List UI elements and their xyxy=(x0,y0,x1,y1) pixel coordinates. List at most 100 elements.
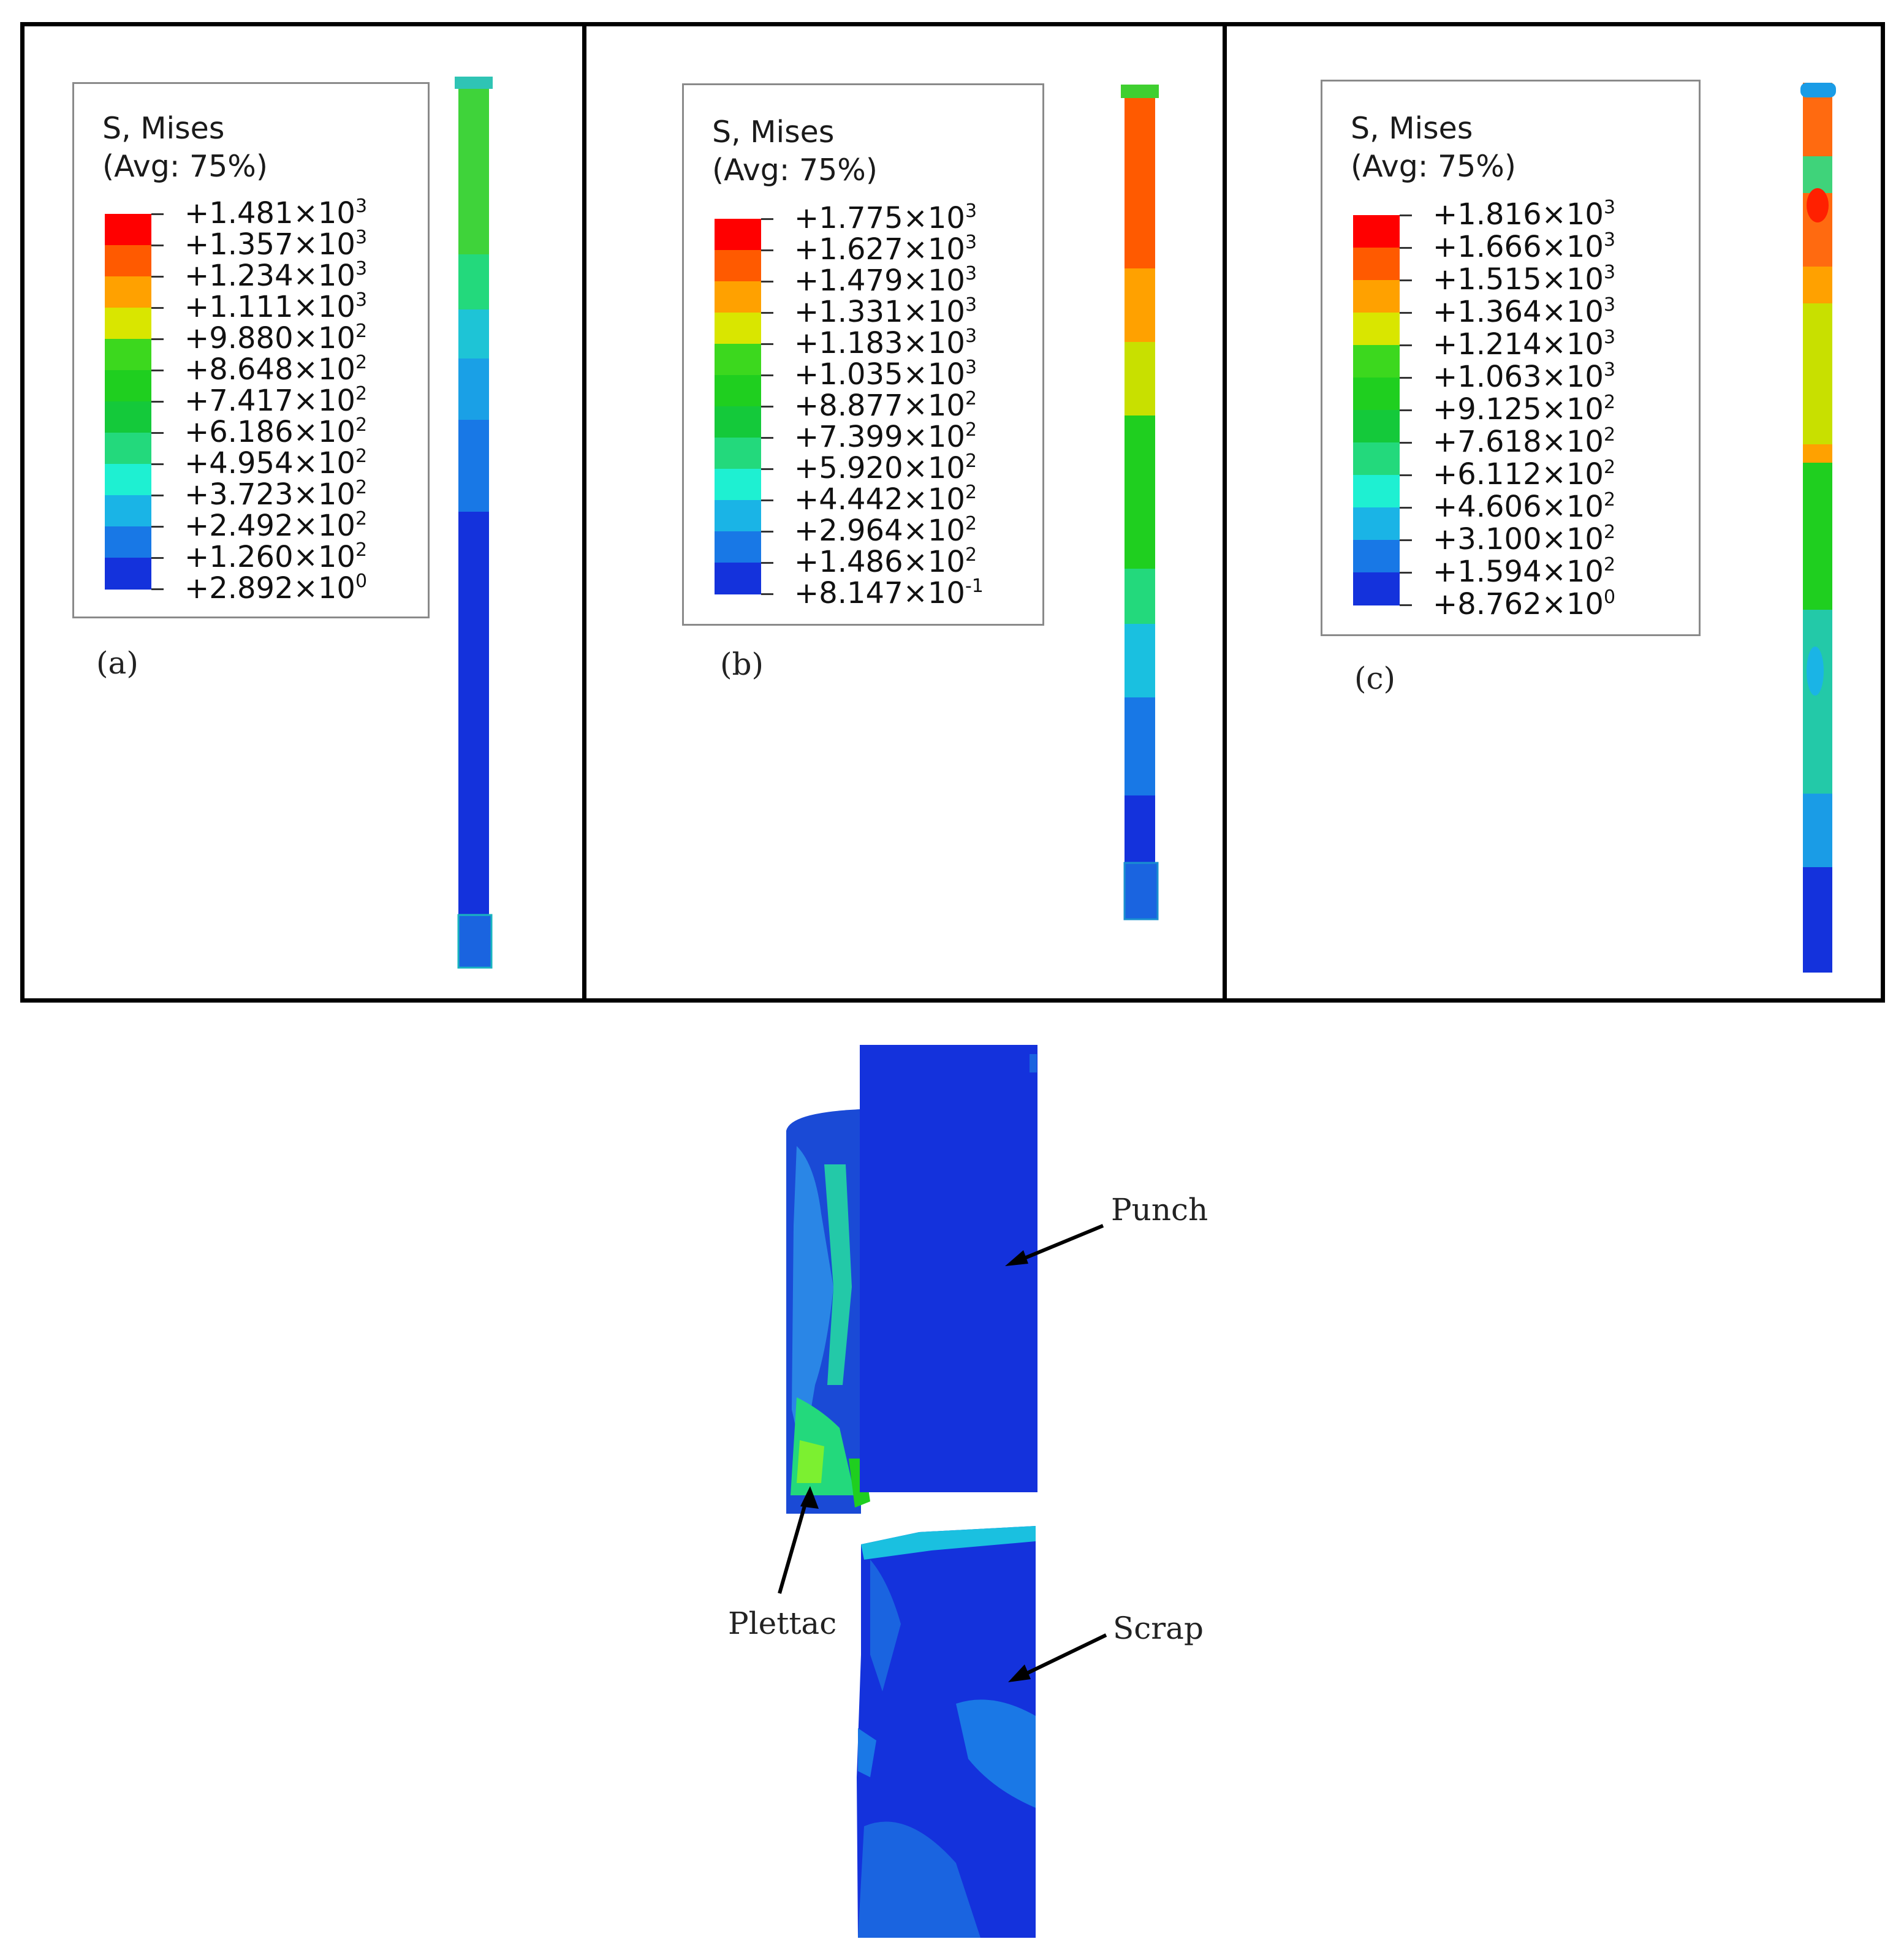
tick-mantissa: +1.486×10 xyxy=(794,545,965,579)
colorbar-tick xyxy=(151,338,164,340)
tick-mantissa: +1.111×10 xyxy=(184,290,355,324)
legend-box: S, Mises (Avg: 75%) +1.775×103 +1.627×103… xyxy=(682,83,1044,626)
tick-exponent: 3 xyxy=(355,289,368,311)
colorbar-swatch xyxy=(1353,345,1400,378)
colorbar-tick xyxy=(151,276,164,278)
punch-block xyxy=(860,1045,1037,1492)
panel-divider-2 xyxy=(1223,22,1227,1003)
tick-mantissa: +1.816×10 xyxy=(1433,197,1604,232)
tick-exponent: 2 xyxy=(355,539,368,561)
panel-b: S, Mises (Avg: 75%) +1.775×103 +1.627×103… xyxy=(586,26,1223,998)
tick-mantissa: +3.723×10 xyxy=(184,477,355,512)
colorbar-tick-label: +1.627×103 xyxy=(794,232,977,265)
colorbar-swatch xyxy=(105,308,151,340)
tick-exponent: 2 xyxy=(965,482,977,503)
colorbar-tick xyxy=(1400,247,1412,249)
tick-exponent: 2 xyxy=(965,450,977,472)
tick-exponent: 2 xyxy=(965,388,977,409)
colorbar-tick xyxy=(1400,474,1412,476)
colorbar-tick xyxy=(151,463,164,465)
colorbar-tick xyxy=(761,593,773,595)
colorbar-tick xyxy=(761,374,773,376)
colorbar-tick-label: +3.723×102 xyxy=(184,479,367,510)
tick-exponent: 3 xyxy=(965,232,977,253)
panel-divider-1 xyxy=(582,22,586,1003)
tick-mantissa: +2.964×10 xyxy=(794,514,965,548)
colorbar-tick-label: +8.648×102 xyxy=(184,354,367,385)
panel-frame xyxy=(20,22,1885,1003)
tick-mantissa: +1.234×10 xyxy=(184,259,355,293)
tick-mantissa: +4.606×10 xyxy=(1433,490,1604,524)
colorbar-swatch xyxy=(715,281,761,313)
colorbar-swatch xyxy=(715,531,761,563)
punch-arrow xyxy=(1013,1224,1104,1264)
colorbar-tick xyxy=(151,557,164,559)
colorbar-swatch xyxy=(105,433,151,465)
colorbar-tick-label: +1.364×103 xyxy=(1433,296,1615,328)
colorbar-swatch xyxy=(715,250,761,282)
tick-exponent: 3 xyxy=(1603,327,1616,348)
colorbar-tick xyxy=(1400,539,1412,541)
colorbar-tick-label: +7.618×102 xyxy=(1433,424,1616,459)
stress-contour-strip xyxy=(1800,83,1836,973)
panel-label: (a) xyxy=(96,645,138,681)
colorbar-tick-label: +1.481×103 xyxy=(184,197,367,229)
colorbar-tick-label: +6.186×102 xyxy=(184,416,367,448)
tick-mantissa: +8.877×10 xyxy=(794,389,965,423)
tick-mantissa: +1.594×10 xyxy=(1433,555,1604,589)
legend-title-line2: (Avg: 75%) xyxy=(1351,149,1516,184)
colorbar-tick-label: +9.880×102 xyxy=(184,321,367,355)
colorbar-tick-label: +7.399×102 xyxy=(794,419,977,453)
panel-a: S, Mises (Avg: 75%) +1.481×103 +1.357×103… xyxy=(25,26,582,998)
colorbar-swatch xyxy=(105,558,151,590)
tick-exponent: 2 xyxy=(1603,424,1616,446)
tick-exponent: 2 xyxy=(965,419,977,441)
tick-mantissa: +7.618×10 xyxy=(1433,425,1604,459)
tick-exponent: 3 xyxy=(1603,359,1616,381)
colorbar-tick xyxy=(1400,572,1412,574)
colorbar: +1.481×103 +1.357×103 +1.234×103 +1.111×103… xyxy=(105,197,367,604)
colorbar-tick-label: +1.331×103 xyxy=(794,294,977,328)
colorbar-tick-label: +1.816×103 xyxy=(1433,199,1615,230)
legend-title-line1: S, Mises xyxy=(1351,111,1473,146)
tick-mantissa: +4.442×10 xyxy=(794,482,965,517)
colorbar-tick xyxy=(761,312,773,314)
panel-label: (b) xyxy=(720,647,764,682)
tick-mantissa: +6.112×10 xyxy=(1433,457,1604,491)
colorbar-swatch xyxy=(715,313,761,344)
tick-exponent: 2 xyxy=(1603,554,1616,575)
colorbar-tick xyxy=(151,432,164,434)
tick-mantissa: +8.762×10 xyxy=(1433,587,1604,621)
colorbar-tick xyxy=(151,307,164,309)
legend-title-line2: (Avg: 75%) xyxy=(712,153,878,188)
colorbar-tick xyxy=(1400,604,1412,606)
colorbar-tick xyxy=(761,437,773,439)
colorbar: +1.816×103 +1.666×103 +1.515×103 +1.364×103… xyxy=(1353,199,1615,620)
colorbar-swatch xyxy=(1353,507,1400,541)
colorbar-swatch xyxy=(715,219,761,251)
colorbar-tick-label: +1.775×103 xyxy=(794,202,977,234)
colorbar-tick-label: +7.417×102 xyxy=(184,383,368,417)
tick-exponent: 3 xyxy=(965,294,977,316)
plettac-label: Plettac xyxy=(728,1606,837,1641)
colorbar-tick-label: +3.100×102 xyxy=(1433,523,1615,555)
colorbar: +1.775×103 +1.627×103 +1.479×103 +1.331×103… xyxy=(715,202,984,609)
colorbar-swatch xyxy=(715,375,761,407)
colorbar-tick xyxy=(761,249,773,251)
tick-exponent: 3 xyxy=(1603,262,1616,283)
tick-exponent: 2 xyxy=(1603,489,1616,510)
colorbar-swatch xyxy=(1353,215,1400,248)
legend-title-line2: (Avg: 75%) xyxy=(102,149,268,184)
colorbar-tick-label: +1.515×103 xyxy=(1433,264,1615,295)
tick-exponent: 2 xyxy=(355,383,368,404)
tick-exponent: 0 xyxy=(355,571,368,592)
tick-mantissa: +9.880×10 xyxy=(184,321,355,355)
tick-exponent: 3 xyxy=(1603,197,1616,218)
tick-mantissa: +1.035×10 xyxy=(794,357,965,392)
tick-mantissa: +1.260×10 xyxy=(184,540,355,574)
colorbar-tick-label: +8.147×10-1 xyxy=(794,577,984,609)
tick-exponent: 3 xyxy=(355,227,368,248)
colorbar-tick-label: +8.762×100 xyxy=(1433,587,1615,621)
colorbar-tick-label: +4.442×102 xyxy=(794,484,977,515)
